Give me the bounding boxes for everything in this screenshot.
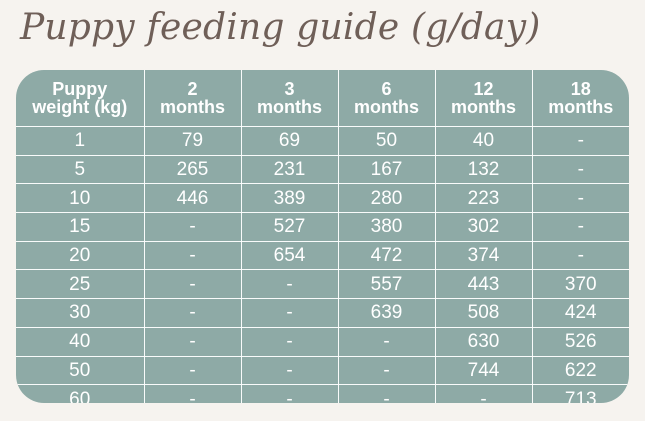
- amount-cell: 424: [532, 298, 629, 328]
- amount-cell: 265: [144, 155, 242, 185]
- feeding-table-card: Puppy weight (kg) 2 months 3 months 6 mo…: [16, 70, 629, 403]
- header-3-months-line1: 3: [284, 79, 295, 99]
- weight-cell: 1: [16, 126, 145, 156]
- amount-cell: -: [144, 241, 242, 271]
- header-2-months: 2 months: [144, 70, 242, 127]
- weight-cell: 40: [16, 327, 145, 357]
- table-header-row: Puppy weight (kg) 2 months 3 months 6 mo…: [16, 70, 629, 127]
- amount-cell: -: [144, 356, 242, 386]
- weight-cell: 25: [16, 269, 145, 300]
- header-18-months-line2: months: [548, 97, 614, 117]
- table-row: 10 446 389 280 223 -: [16, 183, 629, 214]
- header-3-months: 3 months: [241, 70, 339, 127]
- table-row: 5 265 231 167 132 -: [16, 155, 629, 185]
- amount-cell: -: [144, 269, 242, 300]
- amount-cell: 557: [338, 269, 436, 300]
- table-row: 40 - - - 630 526: [16, 327, 629, 357]
- weight-cell: 10: [16, 183, 145, 214]
- amount-cell: 622: [532, 356, 629, 386]
- header-12-months-line1: 12: [473, 79, 494, 99]
- amount-cell: 630: [435, 327, 533, 357]
- header-3-months-line2: months: [257, 97, 322, 117]
- amount-cell: 446: [144, 183, 242, 214]
- table-row: 60 - - - - 713: [16, 384, 629, 403]
- header-6-months-line1: 6: [381, 79, 392, 99]
- page-title: Puppy feeding guide (g/day): [20, 7, 541, 48]
- header-6-months-line2: months: [354, 97, 419, 117]
- amount-cell: -: [338, 384, 436, 403]
- amount-cell: -: [144, 298, 242, 328]
- weight-cell: 50: [16, 356, 145, 386]
- amount-cell: 374: [435, 241, 533, 271]
- amount-cell: 472: [338, 241, 436, 271]
- weight-cell: 60: [16, 384, 145, 403]
- amount-cell: -: [532, 155, 629, 185]
- amount-cell: -: [144, 327, 242, 357]
- header-2-months-line2: months: [160, 97, 225, 117]
- amount-cell: 132: [435, 155, 533, 185]
- amount-cell: -: [144, 212, 242, 242]
- amount-cell: 639: [338, 298, 436, 328]
- amount-cell: 167: [338, 155, 436, 185]
- amount-cell: 443: [435, 269, 533, 300]
- header-weight-line1: Puppy: [52, 79, 108, 99]
- amount-cell: -: [144, 384, 242, 403]
- header-12-months: 12 months: [435, 70, 533, 127]
- amount-cell: -: [338, 356, 436, 386]
- amount-cell: 713: [564, 388, 597, 403]
- amount-cell: -: [532, 183, 629, 214]
- amount-cell: -: [241, 356, 339, 386]
- header-6-months: 6 months: [338, 70, 436, 127]
- table-row: 50 - - - 744 622: [16, 356, 629, 386]
- amount-cell: 370: [532, 269, 629, 300]
- amount-cell: -: [532, 241, 629, 271]
- amount-cell: -: [338, 327, 436, 357]
- amount-cell: -: [241, 384, 339, 403]
- header-18-months: 18 months: [532, 70, 629, 127]
- amount-cell: 69: [241, 126, 339, 156]
- table-row: 15 - 527 380 302 -: [16, 212, 629, 242]
- amount-cell: -: [241, 298, 339, 328]
- amount-cell: 508: [435, 298, 533, 328]
- table-row: 30 - - 639 508 424: [16, 298, 629, 328]
- weight-cell: 20: [16, 241, 145, 271]
- table-row: 1 79 69 50 40 -: [16, 126, 629, 156]
- amount-cell: 223: [435, 183, 533, 214]
- weight-cell: 5: [16, 155, 145, 185]
- amount-cell: 79: [144, 126, 242, 156]
- header-2-months-line1: 2: [187, 79, 198, 99]
- amount-cell: 389: [241, 183, 339, 214]
- amount-cell: 380: [338, 212, 436, 242]
- table-row: 20 - 654 472 374 -: [16, 241, 629, 271]
- weight-cell: 15: [16, 212, 145, 242]
- amount-cell: 280: [338, 183, 436, 214]
- amount-cell: -: [241, 269, 339, 300]
- amount-cell: 527: [241, 212, 339, 242]
- amount-cell: -: [241, 327, 339, 357]
- amount-cell: -: [532, 212, 629, 242]
- amount-cell: 744: [435, 356, 533, 386]
- header-12-months-line2: months: [451, 97, 516, 117]
- header-18-months-line1: 18: [570, 79, 591, 99]
- amount-cell: 302: [435, 212, 533, 242]
- header-weight: Puppy weight (kg): [16, 70, 145, 127]
- table-row: 25 - - 557 443 370: [16, 269, 629, 300]
- amount-cell: -: [532, 126, 629, 156]
- amount-cell: 50: [338, 126, 436, 156]
- feeding-table: Puppy weight (kg) 2 months 3 months 6 mo…: [16, 70, 629, 403]
- amount-cell: 40: [435, 126, 533, 156]
- amount-cell: 526: [532, 327, 629, 357]
- weight-cell: 30: [16, 298, 145, 328]
- amount-cell: -: [435, 384, 533, 403]
- header-weight-line2: weight (kg): [32, 97, 128, 117]
- amount-cell: 654: [241, 241, 339, 271]
- amount-cell: 231: [241, 155, 339, 185]
